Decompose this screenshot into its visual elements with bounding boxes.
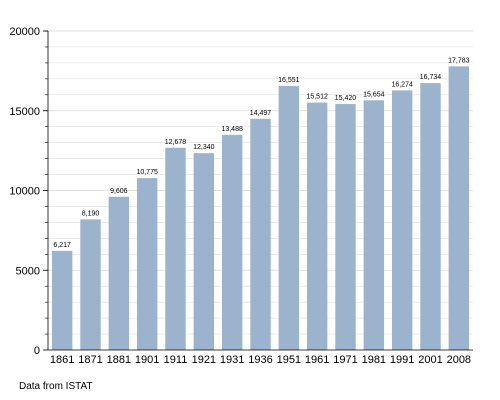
bar-1921 [193,153,215,350]
x-tick-1936: 1936 [248,354,272,366]
value-label-2001: 16,734 [420,74,442,81]
x-tick-1971: 1971 [333,354,357,366]
bar-1881 [108,196,130,350]
x-tick-1881: 1881 [107,354,131,366]
value-label-1981: 15,654 [363,91,385,98]
x-tick-1991: 1991 [390,354,414,366]
bar-1901 [136,178,158,350]
bar-1871 [80,219,101,350]
bar-1936 [250,118,271,350]
value-label-1991: 16,274 [391,81,413,88]
x-tick-2001: 2001 [418,354,442,366]
bar-1971 [335,104,356,351]
x-tick-1981: 1981 [362,354,386,366]
value-label-2008: 17,783 [448,57,470,64]
value-label-1931: 13,488 [221,126,243,133]
bar-1861 [51,250,73,350]
bar-1911 [165,147,186,350]
value-label-1921: 12,340 [193,144,215,151]
y-tick-20000: 20000 [9,26,40,38]
x-tick-1961: 1961 [305,354,329,366]
y-tick-15000: 15000 [9,106,40,118]
x-tick-1931: 1931 [220,354,244,366]
y-tick-0: 0 [34,345,40,357]
x-tick-labels: 1861 1871 1881 1901 1911 1921 1931 1936 1951 1961… [50,354,471,366]
bar-2008 [448,66,470,351]
x-tick-2008: 2008 [447,354,471,366]
x-tick-1911: 1911 [164,354,188,366]
value-label-1881: 9,606 [110,188,128,195]
y-tick-5000: 5000 [16,265,40,277]
x-tick-1861: 1861 [50,354,74,366]
bar-1931 [221,134,243,350]
bar-1981 [363,100,385,351]
axes [43,30,473,351]
bar-2001 [420,83,441,350]
value-labels: 6,217 8,190 9,606 10,775 12,678 12,340 13,488 1… [53,57,469,248]
value-label-1911: 12,678 [165,139,187,146]
bar-1951 [278,86,300,351]
value-label-1936: 14,497 [250,110,272,117]
y-tick-10000: 10000 [9,186,40,198]
value-label-1971: 15,420 [335,95,357,102]
value-label-1901: 10,775 [136,169,158,176]
y-tick-labels: 0 5000 10000 15000 20000 [9,26,40,357]
value-label-1861: 6,217 [53,242,71,249]
x-tick-1901: 1901 [135,354,159,366]
value-label-1951: 16,551 [278,77,300,84]
source-note: Data from ISTAT [19,381,93,392]
x-tick-1871: 1871 [78,354,102,366]
bar-1961 [306,102,328,350]
x-tick-1951: 1951 [277,354,301,366]
bar-1991 [391,90,413,351]
bars [51,66,470,351]
x-tick-1921: 1921 [192,354,216,366]
value-label-1871: 8,190 [82,210,100,217]
value-label-1961: 15,512 [306,94,328,101]
